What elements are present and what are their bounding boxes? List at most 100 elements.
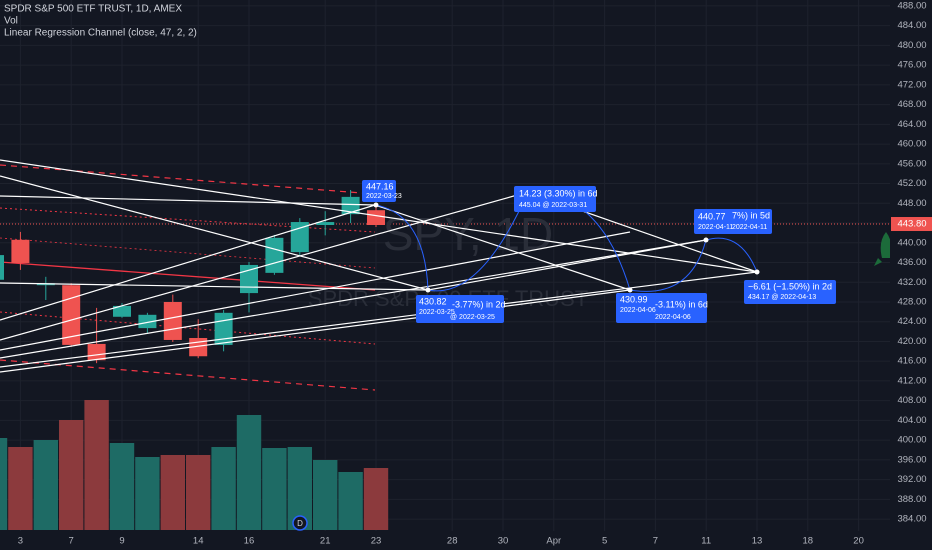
y-tick-label: 396.00	[897, 454, 926, 465]
trend-line	[0, 231, 631, 351]
volume-bar	[262, 448, 287, 530]
callout-text: 445.04 @ 2022-03-31	[519, 202, 587, 209]
candle-body	[316, 222, 335, 226]
callout-text: −6.61 (−1.50%) in 2d	[748, 281, 832, 291]
channel-upper	[0, 164, 376, 195]
anchor	[425, 287, 431, 293]
x-tick-label: 23	[371, 536, 382, 547]
y-tick-label: 428.00	[897, 296, 926, 307]
volume-bar	[59, 420, 84, 530]
volume-bar	[135, 457, 160, 530]
y-tick-label: 408.00	[897, 395, 926, 406]
volume-bar	[160, 455, 185, 530]
candle-body	[163, 301, 182, 340]
y-tick-label: 400.00	[897, 435, 926, 446]
volume-bar	[33, 440, 58, 530]
y-tick-label: 388.00	[897, 494, 926, 505]
x-tick-label: Apr	[546, 536, 561, 547]
candle-body	[240, 264, 258, 294]
y-tick-label: 384.00	[897, 514, 926, 525]
callout-box	[616, 293, 707, 323]
volume-bar	[186, 455, 211, 530]
x-tick-label: 13	[752, 536, 763, 547]
x-tick-label: 30	[498, 536, 509, 547]
volume-bar	[236, 415, 262, 530]
x-tick-label: 21	[320, 536, 331, 547]
callouts: 447.16 2022-03-23 14.23 (3.30%) in 6d 44…	[362, 180, 836, 323]
volume-bar	[313, 460, 338, 530]
trend-line	[0, 191, 529, 341]
trend-line	[0, 239, 707, 359]
x-tick-label: 3	[18, 536, 23, 547]
y-tick-label: 420.00	[897, 336, 926, 347]
callout-text: 430.82	[419, 296, 447, 306]
anchor	[703, 237, 709, 243]
callout-text: @ 2022-03-25	[450, 314, 495, 321]
x-tick-label: 7	[653, 536, 658, 547]
candle-body	[265, 237, 284, 273]
candle-body	[341, 196, 360, 215]
callout-box	[416, 295, 504, 323]
indicator-label: Vol	[4, 16, 18, 27]
y-tick-label: 488.00	[897, 0, 926, 11]
callout-text: 430.99	[620, 294, 648, 304]
x-tick-label: 18	[803, 536, 814, 547]
callout-text: 2022-04-11	[698, 224, 733, 231]
anchor	[754, 269, 760, 275]
callout-box	[744, 280, 836, 304]
y-tick-label: 436.00	[897, 257, 926, 268]
regression-channel	[0, 164, 376, 391]
x-tick-label: 5	[602, 536, 607, 547]
indicator-label: Linear Regression Channel (close, 47, 2,…	[4, 28, 197, 39]
callout-text: -3.77%) in 2d	[452, 299, 506, 309]
trend-line	[0, 175, 429, 291]
x-tick-label: 11	[701, 536, 711, 547]
y-tick-label: 452.00	[897, 178, 926, 189]
rocket-icon[interactable]	[874, 232, 898, 266]
callout-box	[514, 186, 596, 212]
candle-body	[138, 314, 157, 329]
callout-box	[694, 209, 772, 234]
dividend-icon-text: D	[297, 519, 303, 528]
volume-bar	[109, 443, 135, 530]
callout-text: 440.77	[698, 211, 726, 221]
callout-text: 2022-03-25	[419, 309, 455, 316]
candle-body	[87, 343, 106, 361]
callout-text: 2022-04-06	[655, 314, 691, 321]
y-tick-label: 424.00	[897, 316, 926, 327]
trend-line	[374, 204, 631, 291]
candle-body	[113, 305, 131, 317]
y-tick-label: 392.00	[897, 474, 926, 485]
volume-bar	[84, 400, 109, 530]
dividend-icon[interactable]	[292, 515, 308, 531]
candle-body	[11, 239, 30, 263]
volume-bar	[338, 472, 363, 530]
y-tick-label: 480.00	[897, 40, 926, 51]
y-tick-label: 412.00	[897, 375, 926, 386]
candle-body	[367, 210, 385, 226]
x-tick-label: 20	[853, 536, 864, 547]
callout-text: 2022-04-11	[732, 224, 767, 231]
x-tick-label: 9	[119, 536, 124, 547]
y-tick-label: 476.00	[897, 60, 926, 71]
chart-title: SPDR S&P 500 ETF TRUST, 1D, AMEX	[4, 4, 182, 15]
x-tick-label: 16	[244, 536, 255, 547]
y-tick-label: 464.00	[897, 119, 926, 130]
callout-text: 434.17 @ 2022-04-13	[748, 294, 816, 301]
callout-text: 2022-03-23	[366, 193, 402, 200]
volume-pane	[0, 400, 389, 530]
x-tick-label: 14	[193, 536, 204, 547]
y-tick-label: 472.00	[897, 79, 926, 90]
channel-lower	[0, 359, 376, 391]
volume-bar	[8, 447, 33, 530]
y-tick-label: 440.00	[897, 237, 926, 248]
anchor	[373, 202, 379, 208]
y-tick-label: 460.00	[897, 139, 926, 150]
y-tick-label: 404.00	[897, 415, 926, 426]
callout-text: -3.11%) in 6d	[655, 299, 708, 309]
volume-bar	[211, 447, 236, 530]
channel-center	[0, 261, 376, 291]
trend-line	[0, 195, 376, 206]
